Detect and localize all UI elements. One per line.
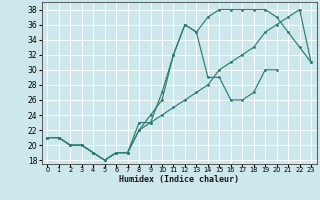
X-axis label: Humidex (Indice chaleur): Humidex (Indice chaleur) <box>119 175 239 184</box>
